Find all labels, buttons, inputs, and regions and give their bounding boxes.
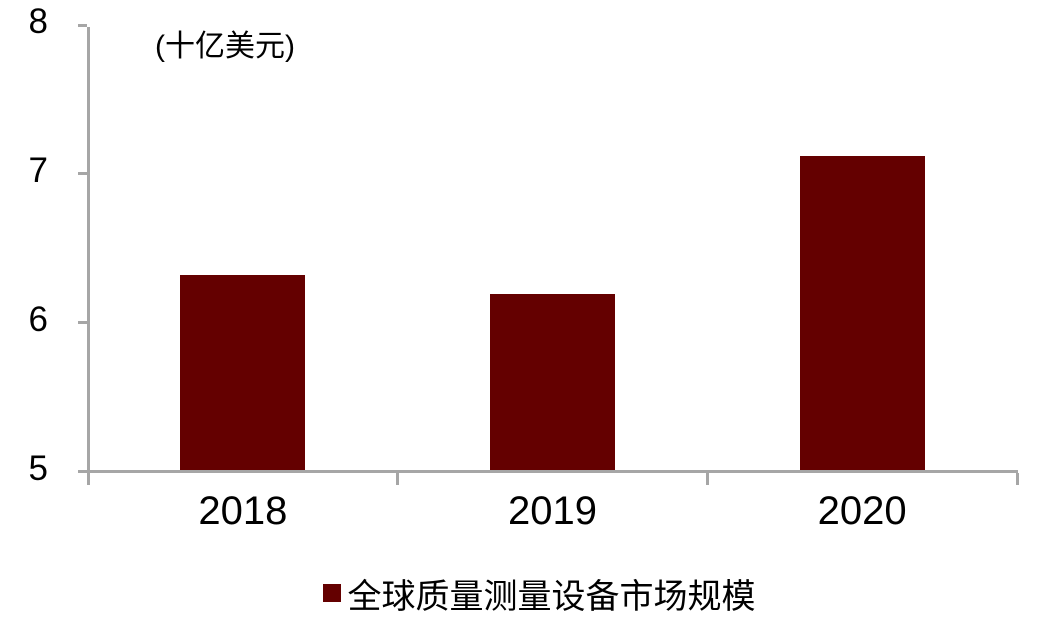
y-axis-tick-label: 5 [28, 448, 48, 488]
y-axis-tick [77, 172, 87, 176]
x-axis-label-2020: 2020 [817, 489, 907, 533]
legend: 全球质量测量设备市场规模 [13, 573, 1052, 616]
y-axis-tick [77, 23, 87, 27]
y-axis-line [86, 27, 90, 475]
x-axis-line [79, 470, 1018, 473]
bar-2018 [180, 275, 306, 470]
y-axis-unit-label: (十亿美元) [155, 30, 295, 63]
x-axis-tick [705, 473, 709, 485]
y-axis-tick [77, 321, 87, 325]
legend-label: 全球质量测量设备市场规模 [347, 577, 756, 616]
y-axis-tick-label: 6 [28, 299, 48, 339]
x-axis-tick [396, 473, 400, 485]
x-axis-tick [86, 473, 90, 485]
bar-2020 [799, 155, 925, 470]
x-axis-label-2018: 2018 [198, 489, 288, 533]
y-axis-tick [77, 470, 87, 473]
x-axis-tick [1015, 473, 1019, 485]
y-axis-tick-label: 7 [28, 150, 48, 190]
x-axis-label-2019: 2019 [508, 489, 597, 533]
y-axis-tick-label: 8 [28, 2, 48, 41]
bar-2019 [490, 294, 615, 470]
legend-swatch-icon [322, 584, 341, 602]
